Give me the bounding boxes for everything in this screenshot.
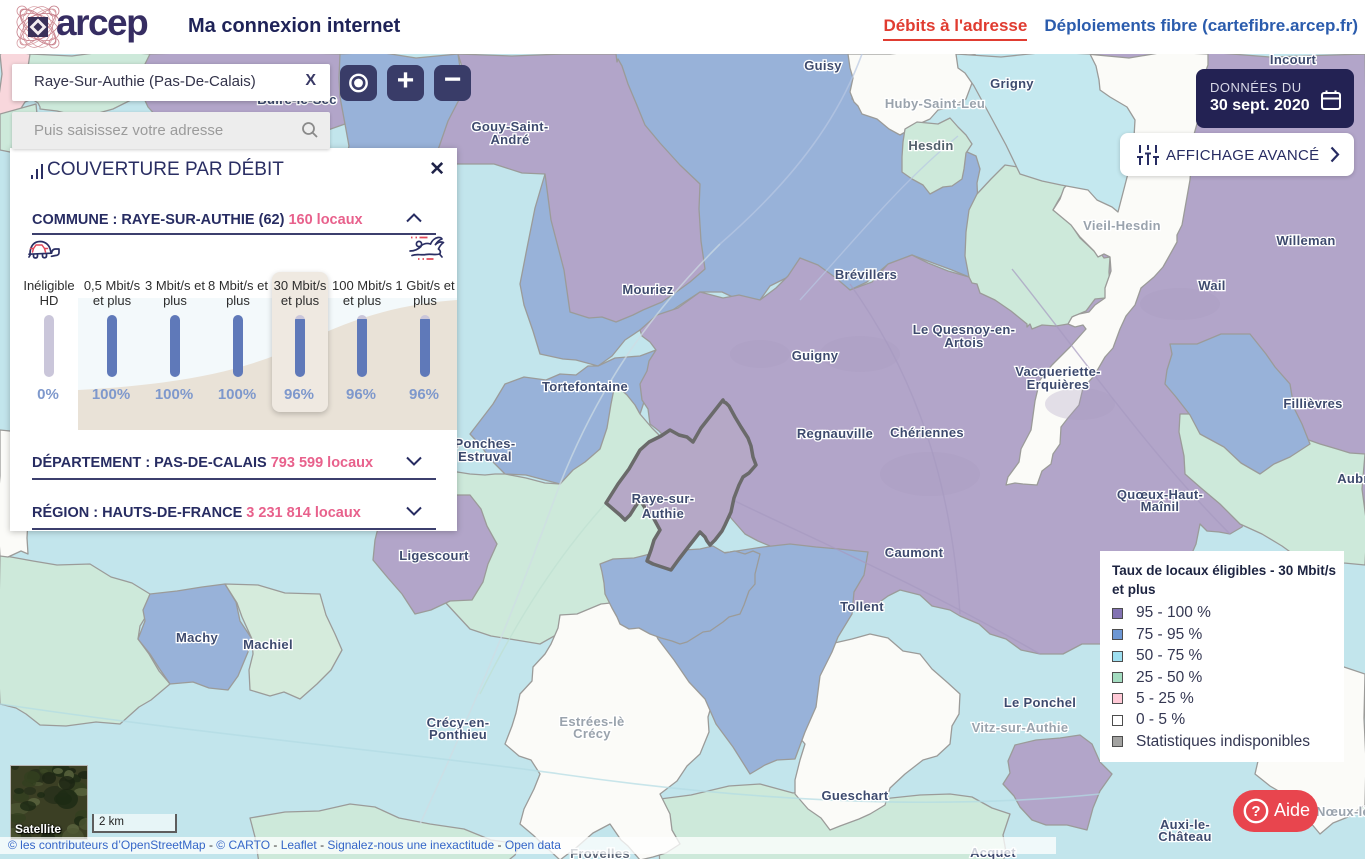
- svg-text:Artois: Artois: [944, 335, 983, 350]
- svg-text:Gueschart: Gueschart: [821, 788, 888, 803]
- svg-text:Willeman: Willeman: [1276, 233, 1335, 248]
- svg-text:Chériennes: Chériennes: [890, 425, 964, 440]
- svg-text:Brévillers: Brévillers: [835, 267, 897, 282]
- svg-text:André: André: [490, 132, 529, 147]
- svg-text:Aubr: Aubr: [1337, 471, 1365, 486]
- svg-text:Machy: Machy: [176, 630, 218, 645]
- svg-text:Raye-sur-: Raye-sur-: [632, 491, 695, 506]
- svg-text:Huby-Saint-Leu: Huby-Saint-Leu: [885, 96, 985, 111]
- svg-text:Guigny: Guigny: [792, 348, 839, 363]
- svg-text:Mouriez: Mouriez: [622, 282, 673, 297]
- svg-text:Caumont: Caumont: [885, 545, 944, 560]
- svg-text:Ligescourt: Ligescourt: [399, 548, 469, 563]
- svg-text:Authie: Authie: [642, 506, 684, 521]
- svg-text:Tortefontaine: Tortefontaine: [542, 379, 628, 394]
- svg-text:Estruval: Estruval: [458, 449, 512, 464]
- svg-text:Quœux-Haut-: Quœux-Haut-: [1117, 487, 1203, 502]
- svg-text:Erquières: Erquières: [1027, 377, 1090, 392]
- svg-text:Tollent: Tollent: [840, 599, 884, 614]
- svg-text:Le Ponchel: Le Ponchel: [1004, 695, 1076, 710]
- svg-text:Incourt: Incourt: [1270, 54, 1317, 67]
- svg-text:Gouy-Saint-: Gouy-Saint-: [472, 119, 549, 134]
- svg-text:Machiel: Machiel: [243, 637, 293, 652]
- svg-text:Fillièvres: Fillièvres: [1283, 396, 1342, 411]
- svg-text:Le Quesnoy-en-: Le Quesnoy-en-: [913, 322, 1015, 337]
- svg-text:Estrées-lè: Estrées-lè: [559, 714, 624, 729]
- svg-text:Guisy: Guisy: [804, 58, 842, 73]
- svg-text:Maînil: Maînil: [1141, 499, 1180, 514]
- svg-text:Grigny: Grigny: [990, 76, 1034, 91]
- svg-text:?: ?: [1251, 803, 1260, 820]
- svg-text:Vacqueriette-: Vacqueriette-: [1015, 364, 1101, 379]
- svg-text:Ponthieu: Ponthieu: [429, 727, 487, 742]
- svg-text:Ponches-: Ponches-: [455, 436, 516, 451]
- svg-text:Auxi-le-: Auxi-le-: [1160, 817, 1210, 832]
- svg-text:Crécy-en-: Crécy-en-: [427, 715, 490, 730]
- svg-text:Vitz-sur-Authie: Vitz-sur-Authie: [972, 720, 1069, 735]
- svg-text:Vieil-Hesdin: Vieil-Hesdin: [1083, 218, 1161, 233]
- svg-text:Château: Château: [1158, 829, 1211, 844]
- svg-text:Wail: Wail: [1198, 278, 1225, 293]
- svg-text:Crécy: Crécy: [573, 726, 611, 741]
- svg-text:Nœux-lè: Nœux-lè: [1316, 804, 1365, 819]
- svg-text:Hesdin: Hesdin: [908, 138, 953, 153]
- svg-text:Regnauville: Regnauville: [797, 426, 873, 441]
